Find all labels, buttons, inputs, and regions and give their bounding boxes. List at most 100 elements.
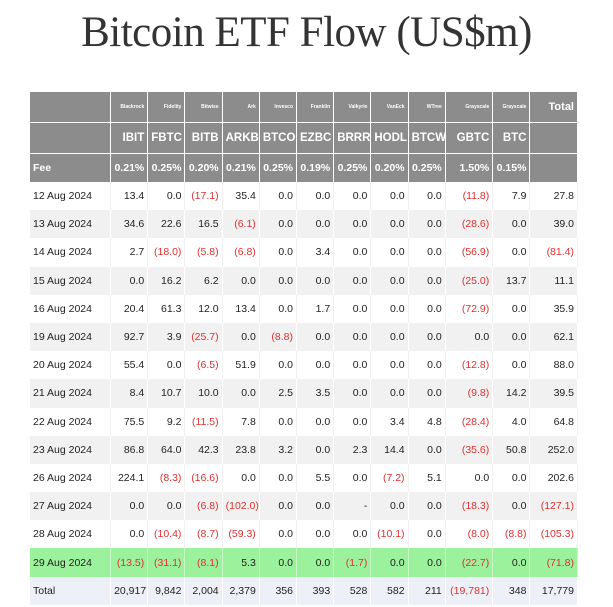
flow-cell: 20.4 xyxy=(110,294,149,323)
ticker-header: BTC xyxy=(492,122,531,154)
ticker-header: IBIT xyxy=(110,122,149,154)
flow-cell: 0.0 xyxy=(259,492,298,521)
flow-cell: (6.1) xyxy=(222,210,260,239)
flow-cell: (28.6) xyxy=(445,210,494,239)
flow-cell: 0.0 xyxy=(408,182,446,211)
fee-cell: 0.25% xyxy=(147,153,186,182)
flow-cell: (6.5) xyxy=(184,351,223,380)
flow-cell: 5.5 xyxy=(296,463,335,493)
row-date: 26 Aug 2024 xyxy=(30,463,112,493)
row-total-cell: 39.0 xyxy=(529,210,578,239)
flow-cell: 0.0 xyxy=(492,548,531,577)
row-date: 23 Aug 2024 xyxy=(30,435,112,464)
flow-cell: 0.0 xyxy=(370,294,409,323)
total-label: Total xyxy=(30,576,112,605)
flow-cell: 64.0 xyxy=(147,435,186,464)
flow-cell: 0.0 xyxy=(408,435,446,464)
table-row: 15 Aug 2024 0.0 16.2 6.2 0.0 0.0 0.0 0.0 0.0 0.0(… xyxy=(30,266,578,295)
flow-cell: (8.3) xyxy=(147,463,186,493)
flow-cell: 0.0 xyxy=(408,520,446,549)
flow-cell: 0.0 xyxy=(222,463,260,493)
flow-cell: 0.0 xyxy=(259,182,298,211)
flow-cell: 0.0 xyxy=(110,492,149,521)
flow-cell: 0.0 xyxy=(445,463,494,493)
flow-cell: (56.9) xyxy=(445,238,494,267)
flow-cell: 3.2 xyxy=(259,435,298,464)
flow-cell: (8.8) xyxy=(492,520,531,549)
fee-cell: 0.21% xyxy=(110,153,149,182)
row-total-cell: (71.8) xyxy=(529,548,578,577)
flow-cell: 7.8 xyxy=(222,407,260,436)
flow-cell: (11.5) xyxy=(184,407,223,436)
flow-cell: 3.4 xyxy=(370,407,409,436)
total-cell: 356 xyxy=(259,576,298,605)
flow-cell: 224.1 xyxy=(110,463,149,493)
table-row: 14 Aug 2024 2.7 (18.0) (5.8) (6.8) 0.0 3.4 0.0 0… xyxy=(30,238,578,267)
row-total-cell: 27.8 xyxy=(529,182,578,211)
flow-cell: 3.9 xyxy=(147,322,186,352)
table-row: 21 Aug 2024 8.4 10.7 10.0 0.0 2.5 3.5 0.0 0.0 0.0… xyxy=(30,379,578,408)
flow-cell: 0.0 xyxy=(370,182,409,211)
flow-cell: (72.9) xyxy=(445,294,494,323)
issuer-header: Franklin xyxy=(296,92,335,123)
flow-cell: 2.7 xyxy=(110,238,149,267)
flow-cell: (102.0) xyxy=(222,492,260,521)
flow-cell: 0.0 xyxy=(259,463,298,493)
fee-label: Fee xyxy=(30,153,112,182)
flow-cell: 0.0 xyxy=(296,548,335,577)
row-date: 14 Aug 2024 xyxy=(30,238,112,267)
flow-cell: 0.0 xyxy=(296,182,335,211)
ticker-header-row: IBIT FBTC BITB ARKB BTCO EZBC BRRR HODL BTCW GBTC… xyxy=(30,122,578,154)
flow-cell: 0.0 xyxy=(445,322,494,352)
flow-cell: (6.8) xyxy=(222,238,260,267)
ticker-header: BTCW xyxy=(408,122,446,154)
flow-cell: 86.8 xyxy=(110,435,149,464)
flow-cell: 22.6 xyxy=(147,210,186,239)
flow-cell: 23.8 xyxy=(222,435,260,464)
ticker-header: BTCO xyxy=(259,122,298,154)
row-date: 21 Aug 2024 xyxy=(30,379,112,408)
flow-cell: 8.4 xyxy=(110,379,149,408)
fee-cell: 0.25% xyxy=(333,153,372,182)
fee-cell: 0.21% xyxy=(222,153,260,182)
flow-cell: 0.0 xyxy=(408,266,446,295)
flow-cell: 0.0 xyxy=(492,492,531,521)
flow-cell: 0.0 xyxy=(408,210,446,239)
fee-cell: 0.19% xyxy=(296,153,335,182)
flow-cell: 50.8 xyxy=(492,435,531,464)
flow-cell: 0.0 xyxy=(370,379,409,408)
row-total-cell: 11.1 xyxy=(529,266,578,295)
issuer-header: Grayscale xyxy=(492,92,531,123)
flow-cell: 0.0 xyxy=(147,182,186,211)
total-cell: 582 xyxy=(370,576,409,605)
total-cell: 211 xyxy=(408,576,446,605)
flow-cell: (1.7) xyxy=(333,548,372,577)
total-row: Total 20,917 9,842 2,004 2,379 356 393 528 582 21… xyxy=(30,576,578,605)
fee-row: Fee 0.21% 0.25% 0.20% 0.21% 0.25% 0.19% 0.25% 0.… xyxy=(30,153,578,182)
ticker-header: HODL xyxy=(370,122,409,154)
flow-cell: (7.2) xyxy=(370,463,409,493)
table-row: 23 Aug 2024 86.8 64.0 42.3 23.8 3.2 0.0 2.3 14.4… xyxy=(30,435,578,464)
flow-cell: (31.1) xyxy=(147,548,186,577)
flow-cell: (16.6) xyxy=(184,463,223,493)
flow-cell: (28.4) xyxy=(445,407,494,436)
flow-cell: 0.0 xyxy=(259,210,298,239)
fee-cell: 0.20% xyxy=(184,153,223,182)
flow-cell: 0.0 xyxy=(259,294,298,323)
flow-cell: 10.0 xyxy=(184,379,223,408)
fee-cell: 0.20% xyxy=(370,153,409,182)
flow-cell: 13.7 xyxy=(492,266,531,295)
total-header: Total xyxy=(529,92,578,123)
flow-cell: - xyxy=(333,492,372,521)
flow-cell: 0.0 xyxy=(296,407,335,436)
issuer-header: Blackrock xyxy=(110,92,149,123)
flow-cell: 0.0 xyxy=(408,379,446,408)
flow-cell: 92.7 xyxy=(110,322,149,352)
flow-cell: 0.0 xyxy=(333,182,372,211)
flow-cell: 0.0 xyxy=(296,322,335,352)
flow-cell: (35.6) xyxy=(445,435,494,464)
row-date: 15 Aug 2024 xyxy=(30,266,112,295)
flow-cell: 0.0 xyxy=(333,407,372,436)
flow-cell: 5.3 xyxy=(222,548,260,577)
flow-cell: 2.3 xyxy=(333,435,372,464)
